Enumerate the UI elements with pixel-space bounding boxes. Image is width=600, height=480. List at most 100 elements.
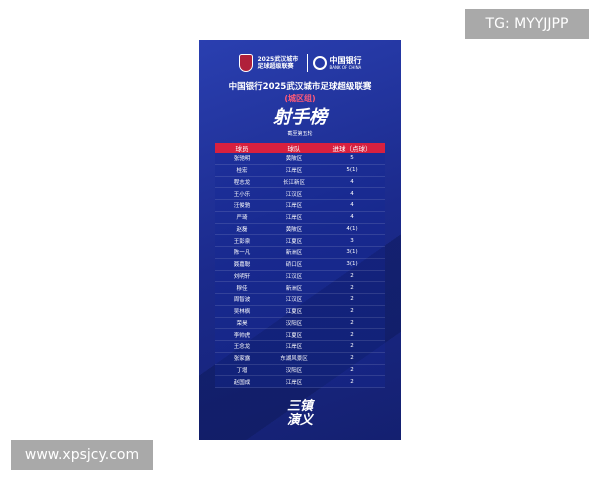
goals: 2 — [350, 343, 354, 350]
table-row: 程志龙 长江新区 4 — [215, 176, 385, 189]
goals: 3(1) — [346, 261, 358, 268]
player-name: 严琦 — [236, 215, 248, 222]
goals: 2 — [350, 331, 354, 338]
group-label: (城区组) — [284, 94, 316, 103]
table-row: 张家露 东湖风景区 2 — [215, 352, 385, 365]
player-name: 聂嘉聪 — [233, 262, 251, 269]
table-row: 汪俊驰 江岸区 4 — [215, 200, 385, 212]
player-name: 荣昊 — [236, 320, 248, 327]
team-name: 长江新区 — [282, 179, 305, 186]
goals: 2 — [350, 284, 354, 291]
league-logo-text: 2025武汉城市足球超级联赛 — [257, 56, 299, 70]
table-row: 王小乐 江汉区 4 — [215, 188, 385, 200]
team-name: 江岸区 — [285, 203, 303, 210]
goals: 4 — [350, 214, 354, 221]
team-name: 江夏区 — [285, 309, 303, 316]
table-row: 周智波 江汉区 2 — [215, 294, 385, 306]
goals: 5 — [350, 155, 354, 162]
league-badge-icon — [238, 54, 253, 72]
team-name: 江汉区 — [285, 191, 303, 198]
goals: 2 — [350, 272, 354, 279]
table-row: 穆佳 新洲区 2 — [215, 282, 385, 294]
goals: 3(1) — [346, 249, 358, 256]
team-name: 江夏区 — [285, 332, 303, 339]
bank-of-china-icon — [312, 56, 327, 70]
goals: 2 — [350, 355, 354, 362]
table-row: 赵磊 黄陂区 4(1) — [215, 223, 385, 236]
team-name: 江夏区 — [285, 238, 303, 245]
player-name: 李帅虎 — [233, 332, 251, 339]
player-name: 王念龙 — [233, 344, 251, 351]
table-row: 荣昊 汉阳区 2 — [215, 317, 385, 330]
goals: 4(1) — [346, 225, 358, 232]
player-name: 程志龙 — [233, 179, 251, 186]
goals: 2 — [350, 296, 354, 303]
goals: 4 — [350, 190, 354, 197]
player-name: 张家露 — [233, 356, 251, 363]
team-name: 汉阳区 — [285, 367, 303, 374]
player-name: 王小乐 — [233, 191, 251, 198]
player-name: 张驰明 — [233, 156, 251, 163]
scorer-table: 球员 球队 进球（点球） 张驰明 黄陂区 5 桂宏 江岸区 5(1) 程志龙 长江新区 4 王小乐… — [215, 143, 385, 388]
player-name: 穆佳 — [236, 285, 248, 292]
goals: 2 — [350, 366, 354, 373]
brand-logo: 三镇 演义 — [287, 400, 313, 428]
player-name: 桂宏 — [236, 168, 248, 175]
goals: 2 — [350, 319, 354, 326]
player-name: 赵国成 — [233, 379, 251, 386]
team-name: 新洲区 — [285, 250, 303, 257]
table-row: 丁增 汉阳区 2 — [215, 364, 385, 377]
table-header: 球员 球队 进球（点球） — [215, 143, 385, 153]
player-name: 王彭泉 — [233, 238, 251, 245]
goals: 3 — [350, 237, 354, 244]
team-name: 江汉区 — [285, 273, 303, 280]
player-name: 吴林枫 — [233, 309, 251, 316]
divider — [306, 54, 308, 72]
team-name: 江岸区 — [285, 379, 303, 386]
poster-title: 中国银行2025武汉城市足球超级联赛 — [228, 82, 372, 92]
tg-watermark: TG: MYYJJPP — [465, 9, 589, 39]
table-row: 王彭泉 江夏区 3 — [215, 235, 385, 247]
table-row: 聂嘉聪 硚口区 3(1) — [215, 258, 385, 271]
player-name: 陈一凡 — [233, 250, 251, 257]
player-name: 丁增 — [236, 367, 248, 374]
sponsor-cn: 中国银行 — [329, 56, 362, 65]
sponsor-en: BANK OF CHINA — [329, 65, 362, 70]
scorer-poster: 2025武汉城市足球超级联赛 中国银行 BANK OF CHINA 中国银行202… — [199, 40, 401, 440]
brand-line-1: 三镇 — [286, 399, 313, 414]
header-team: 球队 — [287, 145, 301, 153]
brand-line-2: 演义 — [286, 413, 313, 428]
site-watermark: www.xpsjcy.com — [11, 440, 153, 470]
header-goals: 进球（点球） — [332, 145, 372, 153]
table-row: 陈一凡 新洲区 3(1) — [215, 247, 385, 259]
goals: 4 — [350, 178, 354, 185]
logo-bar: 2025武汉城市足球超级联赛 中国银行 BANK OF CHINA — [238, 54, 362, 72]
round-label: 截至第五轮 — [287, 131, 313, 137]
team-name: 黄陂区 — [285, 156, 303, 163]
table-row: 桂宏 江岸区 5(1) — [215, 164, 385, 177]
team-name: 江汉区 — [285, 297, 303, 304]
goals: 2 — [350, 378, 354, 385]
player-name: 汪俊驰 — [233, 203, 251, 210]
team-name: 江岸区 — [285, 215, 303, 222]
team-name: 新洲区 — [285, 285, 303, 292]
sponsor-logo: 中国银行 BANK OF CHINA — [312, 56, 362, 70]
table-row: 王念龙 江岸区 2 — [215, 341, 385, 353]
table-row: 吴林枫 江夏区 2 — [215, 305, 385, 318]
player-name: 刘明轩 — [233, 273, 251, 280]
heading: 射手榜 — [273, 107, 327, 128]
goals: 4 — [350, 202, 354, 209]
player-name: 周智波 — [233, 297, 251, 304]
header-player: 球员 — [235, 145, 249, 153]
team-name: 黄陂区 — [285, 226, 303, 233]
team-name: 东湖风景区 — [280, 356, 308, 363]
table-row: 李帅虎 江夏区 2 — [215, 329, 385, 341]
table-row: 赵国成 江岸区 2 — [215, 376, 385, 388]
team-name: 汉阳区 — [285, 320, 303, 327]
player-name: 赵磊 — [236, 226, 248, 233]
table-row: 严琦 江岸区 4 — [215, 211, 385, 224]
table-row: 张驰明 黄陂区 5 — [215, 153, 385, 165]
team-name: 硚口区 — [285, 262, 303, 269]
goals: 5(1) — [346, 167, 358, 174]
team-name: 江岸区 — [285, 168, 303, 175]
